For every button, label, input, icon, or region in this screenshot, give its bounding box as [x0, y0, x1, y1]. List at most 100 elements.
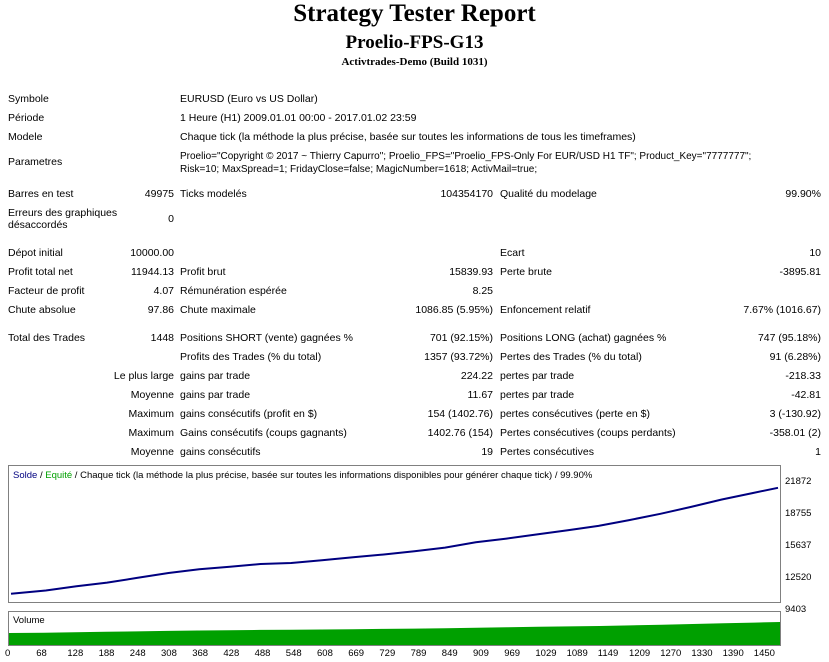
symbol-label: Symbole — [8, 93, 49, 105]
max-drawdown-label: Chute maximale — [180, 304, 256, 316]
x-tick-label: 188 — [98, 648, 115, 659]
loss-trades-label: Pertes des Trades (% du total) — [500, 351, 642, 363]
ea-name: Proelio-FPS-G13 — [345, 32, 484, 53]
profit-trades-label: Profits des Trades (% du total) — [180, 351, 322, 363]
deposit-value: 10000.00 — [130, 247, 174, 259]
x-tick-label: 1029 — [535, 648, 557, 659]
long-positions-value: 747 (95.18%) — [757, 332, 821, 344]
x-tick-label: 789 — [410, 648, 427, 659]
average-loss-value: -42.81 — [791, 389, 821, 401]
x-tick-label: 248 — [129, 648, 146, 659]
largest-win-label: gains par trade — [180, 370, 251, 382]
x-tick-label: 1390 — [722, 648, 744, 659]
maximum-prefix: Maximum — [128, 408, 174, 420]
largest-win-value: 224.22 — [460, 370, 493, 382]
largest-loss-value: -218.33 — [785, 370, 821, 382]
average-win-value: 11.67 — [467, 389, 494, 401]
legend-description: / Chaque tick (la méthode la plus précis… — [72, 470, 593, 481]
y-tick-label: 9403 — [785, 604, 807, 615]
gross-profit-value: 15839.93 — [449, 266, 493, 278]
volume-chart-svg — [9, 622, 780, 645]
x-tick-label: 368 — [192, 648, 209, 659]
x-tick-label: 849 — [441, 648, 458, 659]
net-profit-label: Profit total net — [8, 266, 73, 278]
parameters-value-line2: Risk=10; MaxSpread=1; FridayClose=false;… — [180, 164, 538, 175]
x-tick-label: 1209 — [629, 648, 651, 659]
y-tick-label: 18755 — [785, 508, 812, 519]
balance-chart-svg — [10, 486, 779, 595]
x-tick-label: 308 — [161, 648, 177, 659]
short-positions-value: 701 (92.15%) — [429, 332, 493, 344]
x-tick-label: 128 — [67, 648, 84, 659]
max-consec-wins-value: 154 (1402.76) — [427, 408, 493, 420]
average-win-label: gains par trade — [180, 389, 251, 401]
total-trades-value: 1448 — [150, 332, 174, 344]
long-positions-label: Positions LONG (achat) gagnées % — [500, 332, 667, 344]
average-prefix: Moyenne — [130, 389, 174, 401]
avg-consec-losses-label: Pertes consécutives — [500, 446, 594, 458]
profit-factor-value: 4.07 — [153, 285, 174, 297]
abs-drawdown-value: 97.86 — [147, 304, 174, 316]
x-tick-label: 1270 — [660, 648, 682, 659]
model-label: Modele — [8, 131, 43, 143]
x-tick-label: 909 — [473, 648, 489, 659]
avg-consec-wins-label: gains consécutifs — [180, 446, 261, 458]
abs-drawdown-label: Chute absolue — [8, 304, 76, 316]
max-consec-loss-value: -358.01 (2) — [769, 427, 821, 439]
x-tick-label: 1450 — [753, 648, 775, 659]
spread-label: Ecart — [500, 247, 525, 259]
x-tick-label: 729 — [379, 648, 396, 659]
gross-loss-label: Perte brute — [500, 266, 552, 278]
parameters-value: Proelio="Copyright © 2017 ~ Thierry Capu… — [180, 151, 752, 162]
x-tick-label: 1330 — [691, 648, 713, 659]
legend-solde: Solde — [13, 470, 38, 481]
volume-area — [9, 622, 780, 645]
payoff-value: 8.25 — [472, 285, 493, 297]
net-profit-value: 11944.13 — [130, 266, 174, 278]
max-consec-profit-label: Gains consécutifs (coups gagnants) — [180, 427, 347, 439]
balance-line — [10, 486, 779, 595]
x-tick-label: 608 — [317, 648, 333, 659]
max-consec-profit-value: 1402.76 (154) — [427, 427, 493, 439]
avg-consec-wins-value: 19 — [481, 446, 493, 458]
x-tick-label: 428 — [223, 648, 240, 659]
largest-prefix: Le plus large — [113, 370, 174, 382]
errors-value: 0 — [168, 213, 174, 225]
bars-label: Barres en test — [8, 188, 74, 200]
volume-chart — [8, 611, 781, 646]
parameters-label: Parametres — [8, 156, 63, 168]
x-tick-label: 0 — [5, 648, 11, 659]
period-label: Période — [8, 112, 45, 124]
largest-loss-label: pertes par trade — [500, 370, 575, 382]
server-name: Activtrades-Demo (Build 1031) — [341, 56, 488, 68]
period-value: 1 Heure (H1) 2009.01.01 00:00 - 2017.01.… — [180, 112, 417, 124]
spread-value: 10 — [809, 247, 821, 259]
max-consec-losses-value: 3 (-130.92) — [769, 408, 821, 420]
profit-factor-label: Facteur de profit — [8, 285, 85, 297]
chart-legend: Solde / Equité / Chaque tick (la méthode… — [13, 470, 592, 481]
y-tick-label: 21872 — [785, 476, 812, 487]
total-trades-label: Total des Trades — [8, 332, 86, 344]
x-tick-label: 548 — [285, 648, 302, 659]
maximum-prefix: Maximum — [128, 427, 174, 439]
max-consec-wins-label: gains consécutifs (profit en $) — [180, 408, 318, 420]
deposit-label: Dépot initial — [8, 247, 63, 259]
ticks-label: Ticks modelés — [180, 188, 247, 200]
bars-value: 49975 — [144, 188, 174, 200]
balance-chart — [8, 465, 781, 603]
max-consec-loss-label: Pertes consécutives (coups perdants) — [500, 427, 676, 439]
quality-label: Qualité du modelage — [500, 188, 597, 200]
max-consec-losses-label: pertes consécutives (perte en $) — [500, 408, 650, 420]
rel-drawdown-value: 7.67% (1016.67) — [743, 304, 821, 316]
y-tick-label: 12520 — [785, 572, 812, 583]
profit-trades-value: 1357 (93.72%) — [424, 351, 493, 363]
volume-label: Volume — [13, 615, 45, 626]
rel-drawdown-label: Enfoncement relatif — [500, 304, 591, 316]
errors-label-line1: Erreurs des graphiques — [8, 207, 118, 219]
ticks-value: 104354170 — [440, 188, 493, 200]
legend-separator: / — [37, 470, 46, 481]
report-title: Strategy Tester Report — [293, 0, 536, 27]
gross-profit-label: Profit brut — [180, 266, 226, 278]
y-tick-label: 15637 — [785, 540, 812, 551]
x-tick-label: 488 — [254, 648, 271, 659]
